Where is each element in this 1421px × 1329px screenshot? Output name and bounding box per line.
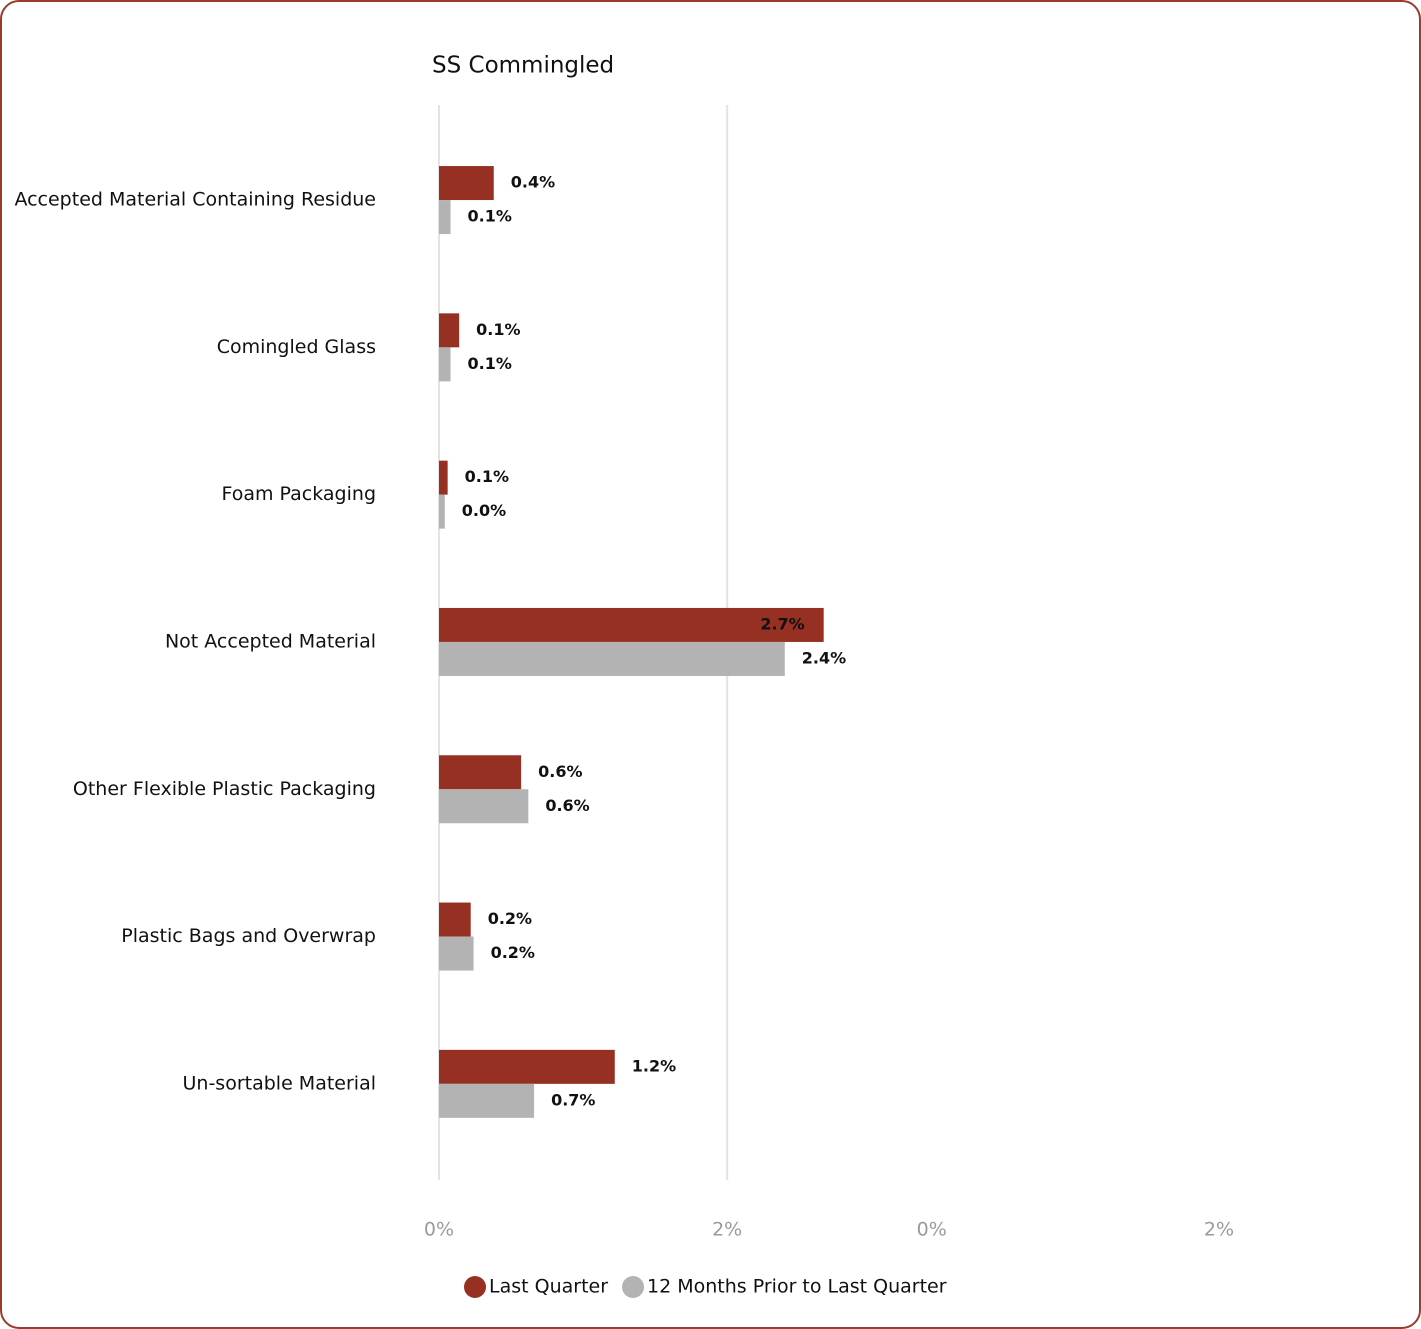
data-label: 0.2%	[491, 943, 535, 962]
bar	[439, 755, 522, 790]
data-label: 0.0%	[462, 501, 506, 520]
bar	[439, 607, 824, 642]
y-tick-label: Other Flexible Plastic Packaging	[73, 778, 376, 800]
data-label: 0.1%	[465, 467, 509, 486]
data-label: 0.1%	[476, 320, 520, 339]
bar	[439, 200, 451, 235]
bar	[439, 1083, 535, 1118]
bar	[439, 789, 529, 824]
x-tick-label: 0%	[424, 1219, 454, 1241]
data-label: 0.7%	[551, 1090, 595, 1109]
bar	[439, 166, 494, 201]
data-label: 0.4%	[511, 173, 555, 192]
x-tick-label: 2%	[712, 1219, 742, 1241]
bar	[439, 347, 451, 382]
legend-label: 12 Months Prior to Last Quarter	[647, 1276, 947, 1298]
bar	[439, 460, 448, 495]
x2-tick-label: 2%	[1204, 1219, 1234, 1241]
data-label: 0.6%	[545, 796, 589, 815]
y-tick-label: Comingled Glass	[217, 336, 376, 358]
legend-label: Last Quarter	[489, 1276, 608, 1298]
bar	[439, 313, 460, 348]
data-label: 0.1%	[468, 354, 512, 373]
data-label: 0.2%	[488, 909, 532, 928]
bar	[439, 641, 785, 676]
legend-marker	[464, 1276, 486, 1298]
data-label: 2.4%	[802, 648, 846, 667]
bar	[439, 902, 471, 937]
y-tick-label: Plastic Bags and Overwrap	[121, 925, 376, 947]
bar	[439, 494, 445, 529]
data-label: 1.2%	[632, 1056, 676, 1075]
data-label: 2.7%	[760, 614, 804, 633]
y-tick-label: Accepted Material Containing Residue	[14, 189, 376, 211]
chart-title: SS Commingled	[432, 53, 614, 79]
y-tick-label: Un-sortable Material	[183, 1072, 377, 1094]
x2-tick-label: 0%	[917, 1219, 947, 1241]
bar	[439, 936, 474, 971]
data-label: 0.6%	[538, 762, 582, 781]
legend-marker	[622, 1276, 645, 1298]
data-label: 0.1%	[468, 207, 512, 226]
y-tick-label: Not Accepted Material	[165, 630, 376, 652]
bar	[439, 1049, 615, 1084]
y-tick-label: Foam Packaging	[221, 483, 376, 505]
